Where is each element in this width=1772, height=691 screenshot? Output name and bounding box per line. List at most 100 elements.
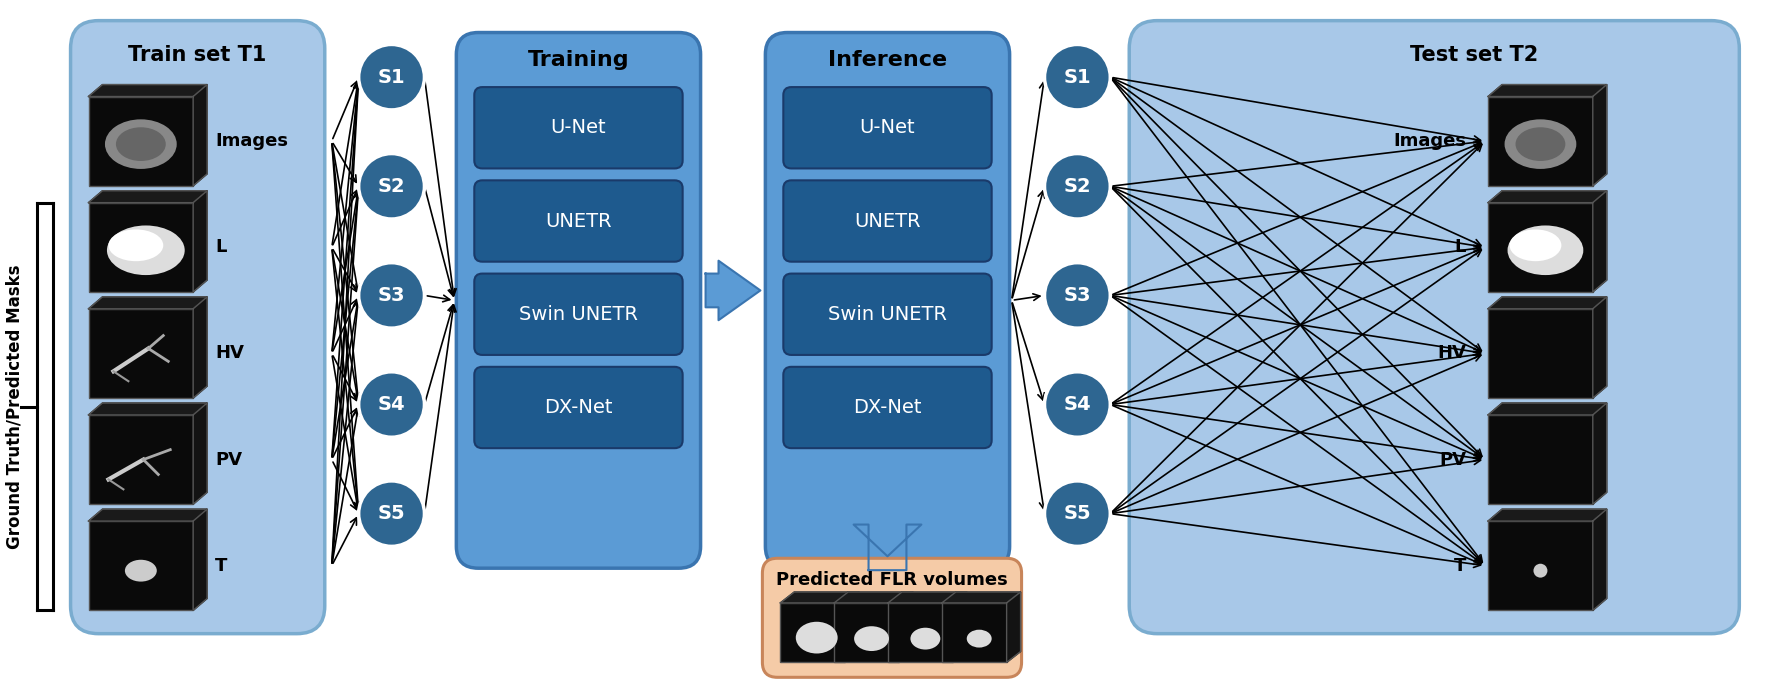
Bar	[780, 603, 845, 663]
Polygon shape	[89, 191, 207, 202]
FancyBboxPatch shape	[766, 32, 1010, 568]
Polygon shape	[193, 403, 207, 504]
Bar	[1488, 202, 1593, 292]
Polygon shape	[193, 191, 207, 292]
FancyBboxPatch shape	[783, 87, 992, 169]
Bar	[943, 603, 1006, 663]
FancyBboxPatch shape	[475, 180, 682, 262]
Polygon shape	[1488, 84, 1607, 97]
Polygon shape	[1593, 297, 1607, 398]
Text: Inference: Inference	[828, 50, 946, 70]
Ellipse shape	[115, 127, 167, 161]
Ellipse shape	[796, 622, 838, 654]
Bar	[835, 603, 898, 663]
Text: Images: Images	[214, 132, 289, 150]
Polygon shape	[854, 524, 921, 570]
Bar	[89, 309, 193, 398]
Polygon shape	[835, 592, 913, 603]
Polygon shape	[1593, 403, 1607, 504]
Ellipse shape	[968, 630, 992, 647]
Text: UNETR: UNETR	[546, 211, 611, 231]
FancyBboxPatch shape	[475, 367, 682, 448]
Text: Predicted FLR volumes: Predicted FLR volumes	[776, 571, 1008, 589]
Polygon shape	[89, 84, 207, 97]
Bar	[89, 415, 193, 504]
FancyBboxPatch shape	[457, 32, 700, 568]
Ellipse shape	[124, 560, 156, 582]
Bar	[89, 202, 193, 292]
Bar	[1488, 415, 1593, 504]
Polygon shape	[953, 592, 968, 663]
Text: DX-Net: DX-Net	[854, 398, 921, 417]
FancyBboxPatch shape	[1129, 21, 1740, 634]
Text: Ground Truth/Predicted Masks: Ground Truth/Predicted Masks	[5, 264, 23, 549]
Circle shape	[1044, 481, 1111, 547]
Text: S4: S4	[1063, 395, 1092, 414]
Text: Swin UNETR: Swin UNETR	[828, 305, 946, 324]
Text: Train set T1: Train set T1	[129, 46, 268, 66]
FancyBboxPatch shape	[783, 274, 992, 355]
Text: T: T	[214, 557, 227, 575]
Polygon shape	[89, 509, 207, 521]
Ellipse shape	[1510, 229, 1561, 261]
Bar	[1488, 97, 1593, 186]
Polygon shape	[845, 592, 859, 663]
Ellipse shape	[105, 120, 177, 169]
Text: S4: S4	[377, 395, 406, 414]
Text: U-Net: U-Net	[551, 118, 606, 138]
Circle shape	[1044, 263, 1111, 328]
Bar	[1488, 309, 1593, 398]
Text: S1: S1	[1063, 68, 1092, 86]
Text: L: L	[214, 238, 227, 256]
Circle shape	[1044, 44, 1111, 110]
Polygon shape	[780, 592, 859, 603]
Text: S3: S3	[1063, 286, 1092, 305]
Polygon shape	[1006, 592, 1021, 663]
Ellipse shape	[854, 626, 890, 651]
Ellipse shape	[1504, 120, 1577, 169]
Polygon shape	[193, 84, 207, 186]
Circle shape	[1044, 153, 1111, 219]
Circle shape	[1533, 564, 1547, 578]
Circle shape	[358, 481, 425, 547]
Polygon shape	[1593, 191, 1607, 292]
Polygon shape	[1593, 84, 1607, 186]
Text: HV: HV	[214, 344, 245, 363]
FancyBboxPatch shape	[783, 367, 992, 448]
Bar	[1488, 521, 1593, 610]
Text: T: T	[1453, 557, 1465, 575]
Polygon shape	[1488, 509, 1607, 521]
Circle shape	[1044, 372, 1111, 437]
Text: DX-Net: DX-Net	[544, 398, 613, 417]
Text: S3: S3	[377, 286, 406, 305]
Circle shape	[358, 372, 425, 437]
Circle shape	[358, 263, 425, 328]
Polygon shape	[89, 403, 207, 415]
Polygon shape	[193, 297, 207, 398]
FancyBboxPatch shape	[783, 180, 992, 262]
Text: PV: PV	[214, 451, 243, 468]
Text: S2: S2	[377, 177, 406, 196]
Ellipse shape	[1508, 225, 1584, 275]
Ellipse shape	[106, 225, 184, 275]
Polygon shape	[1593, 509, 1607, 610]
FancyBboxPatch shape	[71, 21, 324, 634]
Polygon shape	[1488, 403, 1607, 415]
Ellipse shape	[108, 229, 163, 261]
Polygon shape	[89, 297, 207, 309]
Bar	[888, 603, 953, 663]
Polygon shape	[1488, 191, 1607, 202]
Text: S1: S1	[377, 68, 406, 86]
Text: U-Net: U-Net	[859, 118, 916, 138]
Text: HV: HV	[1437, 344, 1465, 363]
Text: Images: Images	[1393, 132, 1465, 150]
Bar	[89, 521, 193, 610]
FancyBboxPatch shape	[475, 274, 682, 355]
Text: S2: S2	[1063, 177, 1092, 196]
Text: Training: Training	[528, 50, 629, 70]
Polygon shape	[898, 592, 913, 663]
Text: S5: S5	[377, 504, 406, 523]
Circle shape	[358, 153, 425, 219]
FancyBboxPatch shape	[762, 558, 1022, 677]
Text: L: L	[1455, 238, 1465, 256]
